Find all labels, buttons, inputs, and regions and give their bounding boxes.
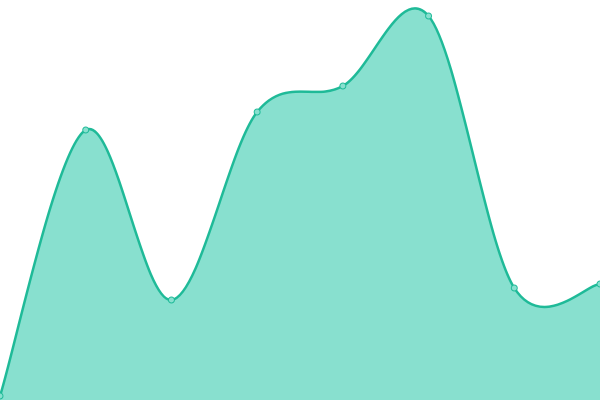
point (82, 126, 90, 134)
point (510, 284, 518, 292)
point (0, 392, 4, 400)
point (253, 108, 261, 116)
point (425, 12, 433, 20)
point (339, 82, 347, 90)
point (167, 296, 175, 304)
point (596, 280, 600, 288)
area-fill (0, 8, 600, 400)
